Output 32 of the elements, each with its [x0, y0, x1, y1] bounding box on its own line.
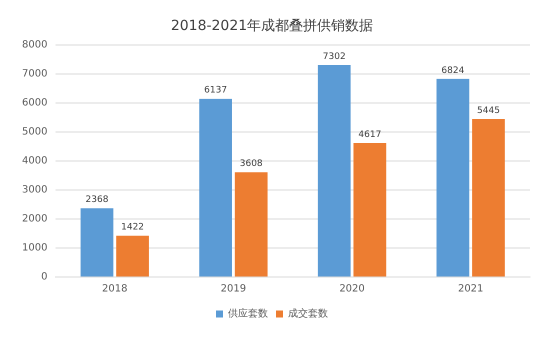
x-tick-label: 2019: [220, 284, 246, 295]
data-label: 1422: [121, 222, 144, 233]
bar: [199, 98, 232, 276]
legend-label: 成交套数: [288, 308, 328, 320]
y-tick-label: 2000: [22, 214, 48, 225]
y-tick-label: 5000: [22, 126, 48, 138]
data-label: 3608: [240, 159, 263, 170]
data-label: 6824: [441, 66, 465, 76]
y-tick-label: 7000: [22, 68, 48, 80]
data-label: 5445: [477, 106, 500, 116]
data-label: 4617: [358, 130, 382, 140]
y-tick-label: 3000: [22, 184, 48, 196]
bar: [80, 208, 114, 276]
y-tick-label: 4000: [22, 155, 48, 166]
legend-label: 供应套数: [228, 308, 268, 320]
bar: [472, 118, 505, 276]
y-tick-label: 1000: [22, 242, 48, 254]
bar: [116, 236, 149, 276]
y-tick-label: 8000: [22, 39, 48, 50]
data-label: 6137: [204, 86, 228, 96]
bar: [353, 142, 386, 276]
bar: [234, 172, 268, 276]
bar: [436, 78, 470, 276]
data-label: 2368: [86, 195, 109, 206]
y-tick-label: 0: [41, 272, 48, 283]
y-tick-label: 6000: [22, 97, 48, 108]
x-tick-label: 2020: [339, 284, 365, 295]
x-tick-label: 2021: [458, 284, 484, 295]
x-tick-label: 2018: [102, 284, 128, 295]
data-label: 7302: [322, 52, 346, 62]
chart-title: 2018-2021年成都叠拼供销数据: [170, 18, 374, 34]
bar: [318, 65, 351, 276]
